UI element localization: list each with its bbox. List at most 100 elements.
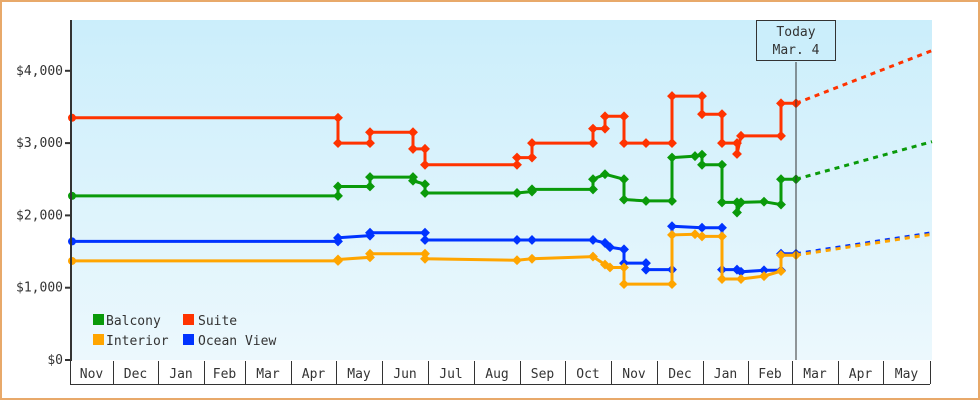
data-point[interactable] bbox=[420, 159, 430, 170]
data-point[interactable] bbox=[527, 138, 537, 149]
data-point[interactable] bbox=[736, 197, 746, 208]
data-point[interactable] bbox=[333, 181, 343, 192]
data-point[interactable] bbox=[667, 229, 677, 240]
data-point[interactable] bbox=[667, 152, 677, 163]
data-point[interactable] bbox=[667, 91, 677, 102]
x-tick-label: Mar bbox=[256, 367, 280, 382]
data-point[interactable] bbox=[588, 235, 598, 245]
data-point[interactable] bbox=[717, 274, 727, 284]
data-point[interactable] bbox=[776, 98, 786, 109]
data-point[interactable] bbox=[527, 235, 537, 245]
data-point[interactable] bbox=[619, 174, 629, 185]
data-point[interactable] bbox=[697, 159, 707, 170]
data-point[interactable] bbox=[641, 138, 651, 149]
data-point[interactable] bbox=[600, 123, 610, 134]
data-point[interactable] bbox=[420, 188, 430, 198]
data-point[interactable] bbox=[736, 266, 746, 277]
data-point[interactable] bbox=[697, 149, 707, 160]
data-point[interactable] bbox=[333, 190, 343, 201]
legend-ocean-view[interactable]: Ocean View bbox=[198, 334, 276, 349]
data-point[interactable] bbox=[619, 138, 629, 149]
data-point[interactable] bbox=[732, 207, 742, 218]
data-point[interactable] bbox=[588, 174, 598, 185]
data-point[interactable] bbox=[667, 138, 677, 149]
data-point[interactable] bbox=[512, 188, 522, 198]
data-point[interactable] bbox=[759, 265, 769, 276]
data-point[interactable] bbox=[776, 266, 786, 277]
data-point[interactable] bbox=[600, 111, 610, 122]
data-point[interactable] bbox=[512, 159, 522, 170]
data-point[interactable] bbox=[697, 222, 707, 233]
data-point[interactable] bbox=[408, 143, 418, 154]
data-point[interactable] bbox=[605, 242, 615, 253]
data-point[interactable] bbox=[588, 184, 598, 195]
data-point[interactable] bbox=[619, 262, 629, 273]
data-point[interactable] bbox=[717, 231, 727, 242]
x-tick-label: Dec bbox=[668, 367, 691, 382]
data-point[interactable] bbox=[333, 138, 343, 149]
data-point[interactable] bbox=[408, 127, 418, 138]
data-point[interactable] bbox=[717, 159, 727, 170]
x-tick-label: Sep bbox=[531, 367, 555, 382]
data-point[interactable] bbox=[512, 152, 522, 163]
data-point[interactable] bbox=[697, 91, 707, 102]
data-point[interactable] bbox=[333, 254, 343, 265]
data-point[interactable] bbox=[420, 248, 430, 259]
data-point[interactable] bbox=[588, 251, 598, 262]
data-point[interactable] bbox=[420, 227, 430, 238]
y-tick-label: $1,000 bbox=[16, 281, 63, 296]
data-point[interactable] bbox=[333, 232, 343, 243]
data-point[interactable] bbox=[641, 195, 651, 206]
data-point[interactable] bbox=[408, 175, 418, 186]
data-point[interactable] bbox=[717, 197, 727, 208]
data-point[interactable] bbox=[420, 143, 430, 154]
data-point[interactable] bbox=[667, 279, 677, 290]
data-point[interactable] bbox=[365, 138, 375, 149]
data-point[interactable] bbox=[527, 253, 537, 264]
data-point[interactable] bbox=[365, 181, 375, 192]
data-point[interactable] bbox=[420, 235, 430, 245]
data-point[interactable] bbox=[588, 138, 598, 149]
data-point[interactable] bbox=[759, 196, 769, 207]
data-point[interactable] bbox=[420, 179, 430, 190]
data-point[interactable] bbox=[527, 184, 537, 195]
data-point[interactable] bbox=[588, 123, 598, 134]
data-point[interactable] bbox=[732, 148, 742, 159]
data-point[interactable] bbox=[365, 127, 375, 138]
data-point[interactable] bbox=[365, 172, 375, 183]
data-point[interactable] bbox=[697, 231, 707, 242]
data-point[interactable] bbox=[619, 194, 629, 205]
data-point[interactable] bbox=[512, 235, 522, 245]
legend-balcony[interactable]: Balcony bbox=[106, 314, 161, 329]
data-point[interactable] bbox=[776, 174, 786, 185]
data-point[interactable] bbox=[365, 227, 375, 238]
data-point[interactable] bbox=[736, 274, 746, 284]
data-point[interactable] bbox=[776, 130, 786, 141]
data-point[interactable] bbox=[717, 138, 727, 149]
data-point[interactable] bbox=[605, 262, 615, 273]
data-point[interactable] bbox=[690, 151, 700, 162]
data-point[interactable] bbox=[641, 258, 651, 269]
data-point[interactable] bbox=[667, 195, 677, 206]
x-axis-ticks: Nov Dec Jan Feb Mar Apr May Jun Jul Aug Sep Oct Nov D… bbox=[70, 361, 931, 385]
data-point[interactable] bbox=[641, 264, 651, 275]
data-point[interactable] bbox=[717, 222, 727, 233]
data-point[interactable] bbox=[667, 221, 677, 232]
data-point[interactable] bbox=[776, 199, 786, 210]
data-point[interactable] bbox=[600, 169, 610, 180]
data-point[interactable] bbox=[697, 109, 707, 120]
data-point[interactable] bbox=[736, 130, 746, 141]
data-point[interactable] bbox=[717, 109, 727, 120]
legend-interior[interactable]: Interior bbox=[106, 334, 169, 349]
data-point[interactable] bbox=[512, 255, 522, 266]
data-point[interactable] bbox=[527, 152, 537, 163]
data-point[interactable] bbox=[732, 138, 742, 149]
data-point[interactable] bbox=[759, 271, 769, 282]
data-point[interactable] bbox=[619, 111, 629, 122]
legend-suite[interactable]: Suite bbox=[198, 314, 237, 329]
data-point[interactable] bbox=[776, 250, 786, 261]
data-point[interactable] bbox=[619, 244, 629, 255]
data-point[interactable] bbox=[365, 248, 375, 259]
x-tick-label: Aug bbox=[485, 367, 508, 382]
data-point[interactable] bbox=[619, 279, 629, 290]
